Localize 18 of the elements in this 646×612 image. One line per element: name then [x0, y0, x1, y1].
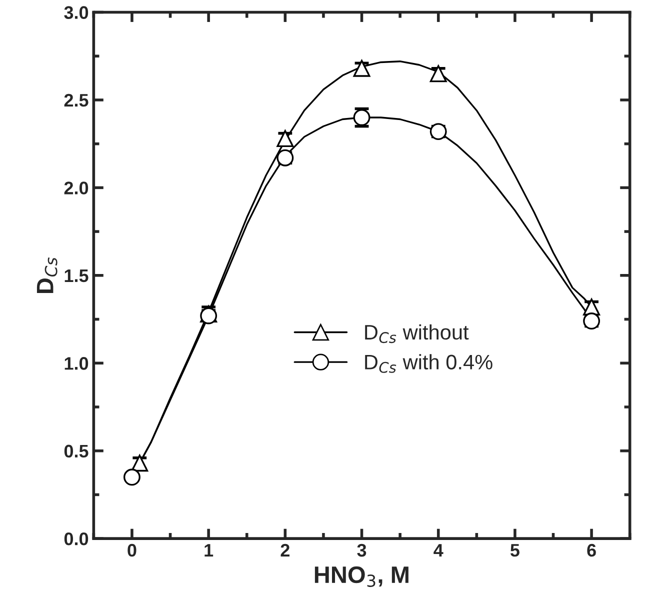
x-tick-label: 1: [204, 544, 214, 557]
x-tick-label: 6: [587, 544, 596, 557]
legend-label: D$_{Cs}$ with 0.4%: [365, 354, 492, 373]
x-tick-label: 4: [434, 544, 444, 557]
y-axis-title: D$_{Cs}$: [36, 257, 58, 293]
y-tick-label: 0.5: [64, 444, 88, 458]
y-tick-label: 3.0: [64, 6, 88, 19]
y-tick-label: 1.0: [64, 357, 88, 370]
y-tick-label: 0.0: [64, 532, 88, 546]
legend-label: D$_{Cs}$ without: [365, 324, 469, 344]
x-tick-label: 0: [128, 544, 136, 557]
y-tick-label: 2.5: [64, 94, 88, 107]
y-tick-label: 1.5: [64, 270, 88, 282]
x-axis-title: HNO$_{3}$, M: [314, 566, 408, 587]
x-tick-label: 2: [280, 544, 290, 557]
x-tick-label: 5: [510, 544, 520, 557]
y-tick-label: 2.0: [64, 182, 88, 194]
x-tick-label: 3: [357, 544, 366, 557]
